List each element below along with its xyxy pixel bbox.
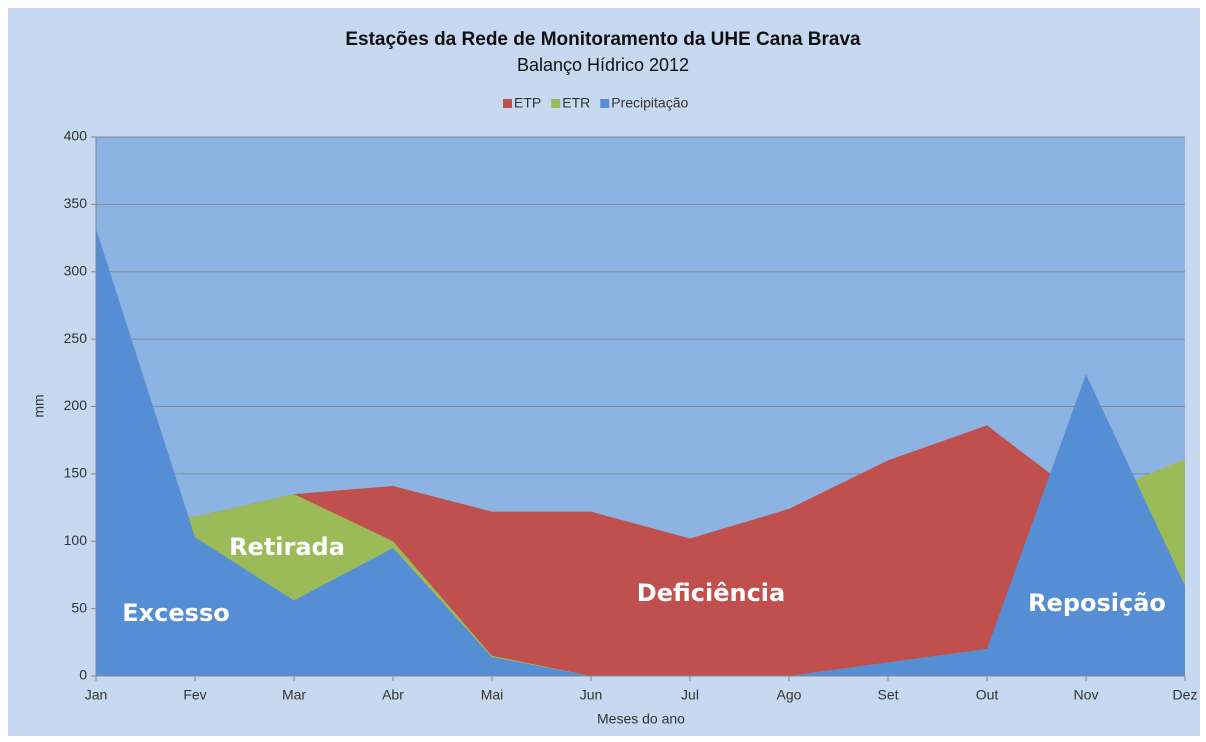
- y-tick-label: 0: [79, 667, 87, 683]
- annotation: Excesso: [122, 599, 229, 627]
- x-tick-label: Jan: [85, 687, 108, 703]
- legend-swatch: [503, 99, 512, 108]
- x-tick-label: Out: [976, 687, 999, 703]
- y-axis-label: mm: [31, 394, 47, 417]
- x-tick-label: Fev: [183, 687, 206, 703]
- legend-label: ETP: [514, 95, 541, 111]
- area: [96, 228, 1185, 676]
- y-tick-label: 100: [64, 532, 88, 548]
- chart-title: Estações da Rede de Monitoramento da UHE…: [345, 29, 861, 50]
- y-tick-label: 150: [64, 465, 88, 481]
- y-tick-label: 350: [64, 195, 88, 211]
- legend-swatch: [600, 99, 610, 108]
- y-tick-label: 50: [71, 599, 87, 615]
- y-tick-label: 200: [64, 397, 88, 413]
- y-tick-label: 250: [64, 330, 88, 346]
- x-tick-label: Mar: [282, 687, 306, 703]
- x-axis-label: Meses do ano: [597, 711, 685, 727]
- x-tick-label: Set: [877, 687, 898, 703]
- x-tick-label: Jul: [681, 687, 699, 703]
- x-tick-label: Nov: [1074, 687, 1099, 703]
- annotation: Deficiência: [637, 579, 785, 607]
- legend-label: ETR: [562, 95, 590, 111]
- y-tick-label: 300: [64, 262, 88, 278]
- x-tick-label: Ago: [777, 687, 802, 703]
- x-tick-label: Mai: [481, 687, 504, 703]
- legend-label: Precipitação: [611, 95, 688, 111]
- annotation: Retirada: [229, 533, 345, 561]
- chart-subtitle: Balanço Hídrico 2012: [517, 55, 689, 75]
- legend-swatch: [551, 99, 561, 108]
- y-tick-label: 400: [64, 128, 88, 144]
- x-tick-label: Abr: [382, 687, 404, 703]
- x-tick-label: Dez: [1173, 687, 1198, 703]
- x-tick-label: Jun: [580, 687, 603, 703]
- annotation: Reposição: [1028, 589, 1166, 617]
